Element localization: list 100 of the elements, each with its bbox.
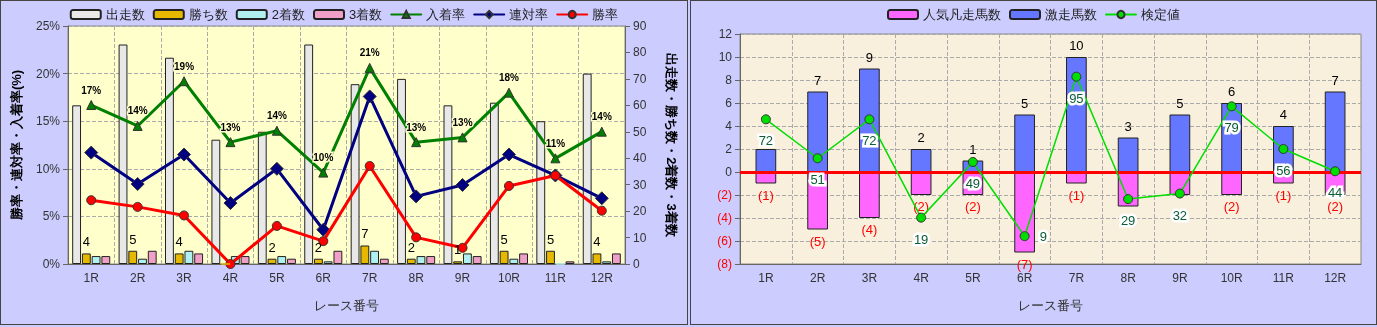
data-label: 29 xyxy=(1120,213,1136,229)
data-label: 72 xyxy=(862,133,877,149)
data-label: 14% xyxy=(266,110,287,122)
y-axis-title: 勝率・連対率・入着率(%) xyxy=(9,69,24,222)
data-label: 9 xyxy=(865,49,873,65)
x-tick-label: 4R xyxy=(913,271,930,285)
data-label: 79 xyxy=(1224,120,1239,136)
y2-tick-label: 40 xyxy=(633,151,647,166)
x-tick-label: 6R xyxy=(315,271,332,285)
x-tick-label: 3R xyxy=(176,271,193,285)
y-tick-label: 2 xyxy=(725,142,733,156)
x-tick-label: 11R xyxy=(1272,271,1295,285)
data-label: 21% xyxy=(359,47,380,59)
y2-tick-label: 50 xyxy=(633,124,647,139)
legend-label: 激走馬数 xyxy=(1045,7,1097,22)
data-label: 5 xyxy=(129,231,137,247)
data-label: 17% xyxy=(81,84,102,96)
y-tick-label: (4) xyxy=(717,211,732,225)
y2-tick-label: 70 xyxy=(633,71,647,86)
legend-label: 勝率 xyxy=(592,7,619,22)
y-tick-label: 4 xyxy=(725,119,733,133)
data-label: 14% xyxy=(591,111,612,123)
y-tick-label: 20% xyxy=(35,66,61,81)
y-tick-label: (6) xyxy=(717,234,732,248)
y-tick-label: 15% xyxy=(35,114,61,129)
data-label: 2 xyxy=(314,239,323,255)
data-label: 2 xyxy=(268,239,276,255)
x-tick-label: 2R xyxy=(129,271,146,285)
data-label: (1) xyxy=(1275,187,1292,203)
data-label: 2 xyxy=(407,239,415,255)
data-label: (1) xyxy=(757,187,774,203)
legend-label: 2着数 xyxy=(271,7,305,22)
x-tick-label: 8R xyxy=(1120,271,1137,285)
x-tick-label: 6R xyxy=(1016,271,1033,285)
y-tick-label: 12 xyxy=(718,27,733,41)
x-tick-label: 10R xyxy=(1220,271,1243,285)
data-label: 6 xyxy=(1228,84,1236,99)
data-label: 4 xyxy=(175,234,183,250)
data-label: 7 xyxy=(814,72,822,88)
data-label: 5 xyxy=(500,231,508,247)
data-label: (2) xyxy=(1223,199,1240,214)
data-label: 9 xyxy=(1039,228,1047,244)
y2-tick-label: 30 xyxy=(633,177,647,192)
data-label: 5 xyxy=(1021,95,1029,111)
y-tick-label: 8 xyxy=(725,73,733,87)
y2-tick-label: 10 xyxy=(633,230,647,245)
x-tick-label: 5R xyxy=(269,271,285,285)
x-tick-label: 12R xyxy=(1324,271,1347,285)
x-tick-label: 10R xyxy=(497,271,521,285)
data-label: 32 xyxy=(1172,207,1188,223)
y-tick-label: 10% xyxy=(35,161,61,176)
data-label: 18% xyxy=(498,72,520,84)
x-tick-label: 5R xyxy=(965,271,981,285)
data-label: 19% xyxy=(174,60,195,72)
x-tick-label: 12R xyxy=(590,271,614,285)
x-axis-title: レース番号 xyxy=(1018,298,1083,313)
data-label: 51 xyxy=(810,172,825,188)
data-label: 14% xyxy=(127,105,148,117)
data-label: (5) xyxy=(809,233,826,249)
y-tick-label: (2) xyxy=(717,188,732,202)
legend-label: 3着数 xyxy=(349,7,383,22)
x-axis-title: レース番号 xyxy=(314,298,379,313)
data-label: 13% xyxy=(452,116,473,128)
y-tick-label: (8) xyxy=(717,257,732,271)
legend-label: 連対率 xyxy=(509,7,549,22)
legend-label: 入着率 xyxy=(426,7,466,22)
data-label: 4 xyxy=(82,234,90,250)
y2-tick-label: 90 xyxy=(633,19,647,33)
x-tick-label: 4R xyxy=(222,271,239,285)
data-label: 13% xyxy=(406,121,427,133)
data-label: 72 xyxy=(758,133,774,149)
legend-label: 勝ち数 xyxy=(188,7,228,22)
data-label: (4) xyxy=(861,222,878,237)
data-label: 2 xyxy=(917,130,925,145)
data-label: 7 xyxy=(1331,72,1339,88)
x-tick-label: 1R xyxy=(83,271,100,285)
legend-label: 人気凡走馬数 xyxy=(923,7,1001,22)
x-tick-label: 9R xyxy=(454,271,471,285)
y-tick-label: 10 xyxy=(718,50,733,64)
data-label: 19 xyxy=(913,231,929,247)
x-tick-label: 7R xyxy=(362,271,378,285)
data-label: 4 xyxy=(593,234,601,250)
data-label: (7) xyxy=(1016,256,1033,272)
data-label: 5 xyxy=(546,231,555,247)
x-tick-label: 1R xyxy=(758,271,774,285)
x-tick-label: 11R xyxy=(544,271,567,285)
y-tick-label: 5% xyxy=(42,209,61,224)
y-tick-label: 6 xyxy=(725,96,733,110)
legend-label: 検定値 xyxy=(1141,7,1180,22)
x-tick-label: 3R xyxy=(861,271,878,285)
data-label: 10 xyxy=(1069,38,1084,53)
y-tick-label: 0% xyxy=(42,257,61,271)
x-tick-label: 2R xyxy=(809,271,826,285)
y2-tick-label: 80 xyxy=(633,45,647,60)
data-label: 4 xyxy=(1279,107,1287,122)
legend-label: 出走数 xyxy=(105,7,145,22)
data-label: 5 xyxy=(1176,95,1184,111)
y2-tick-label: 60 xyxy=(633,98,647,113)
x-tick-label: 7R xyxy=(1068,271,1085,285)
data-label: 13% xyxy=(220,121,241,133)
